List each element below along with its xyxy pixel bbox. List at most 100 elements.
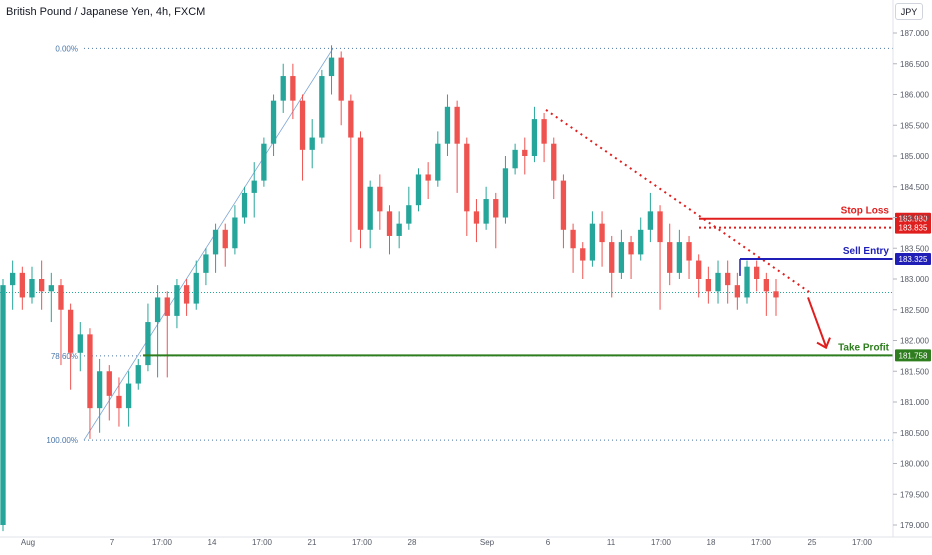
candle-body	[0, 285, 6, 525]
level-name-stop: Stop Loss	[841, 206, 890, 217]
candle-body	[106, 371, 112, 396]
candle	[705, 266, 712, 304]
candle	[10, 260, 16, 310]
candle	[348, 94, 354, 243]
candle	[145, 303, 151, 372]
candle-body	[338, 57, 344, 101]
level-price-label: 183.980	[899, 215, 928, 224]
candle	[464, 137, 470, 236]
candle-body	[377, 186, 383, 212]
candle	[618, 229, 625, 279]
candle	[754, 260, 760, 292]
candle	[174, 279, 180, 329]
candle	[406, 186, 412, 230]
candle	[386, 205, 393, 255]
candle	[444, 94, 451, 156]
y-tick-label: 183.000	[900, 275, 929, 284]
candle	[212, 223, 219, 273]
candle-body	[203, 254, 209, 273]
candle	[270, 94, 277, 156]
fib-level-label: 100.00%	[46, 436, 78, 445]
candle-body	[763, 279, 769, 292]
candle-body	[396, 223, 402, 236]
candle-body	[696, 260, 702, 279]
candle-body	[77, 334, 83, 353]
candle-body	[589, 223, 596, 261]
y-tick-label: 181.000	[900, 398, 929, 407]
candle	[512, 143, 518, 175]
candle	[522, 137, 528, 175]
candle	[135, 358, 141, 390]
candle-body	[367, 186, 373, 230]
candle-body	[29, 279, 35, 298]
candle	[154, 285, 161, 378]
candle-body	[241, 192, 248, 218]
x-tick-label: 14	[208, 538, 217, 547]
candle	[309, 119, 315, 169]
candle-body	[135, 365, 141, 384]
candle-body	[145, 322, 151, 366]
candle	[29, 266, 35, 304]
candle-body	[618, 242, 625, 273]
candle	[232, 205, 238, 255]
x-tick-label: 17:00	[852, 538, 873, 547]
candle-body	[493, 199, 499, 218]
candle-body	[522, 149, 528, 156]
candle	[299, 94, 306, 181]
candle	[763, 272, 769, 316]
candle	[338, 51, 344, 126]
candle-body	[580, 248, 586, 261]
x-tick-label: 6	[546, 538, 551, 547]
y-tick-label: 184.000	[900, 214, 929, 223]
level-price-badge	[895, 349, 931, 362]
candle-body	[773, 291, 779, 298]
candle	[551, 137, 557, 200]
candle	[647, 192, 654, 243]
candle	[425, 162, 431, 200]
candle-body	[87, 334, 93, 409]
candle	[377, 174, 383, 230]
candle	[696, 254, 702, 298]
candle-body	[174, 285, 180, 316]
candle-body	[744, 266, 750, 298]
candle-body	[551, 143, 557, 181]
candle-body	[444, 106, 451, 144]
x-tick-label: 17:00	[152, 538, 173, 547]
candle-body	[657, 211, 663, 243]
candle-body	[357, 137, 364, 230]
candle	[473, 199, 480, 243]
y-tick-label: 183.500	[900, 244, 929, 253]
candle	[222, 223, 228, 267]
y-tick-label: 179.000	[900, 521, 929, 530]
candle-body	[299, 100, 306, 150]
candle	[657, 205, 663, 310]
candle	[48, 272, 54, 323]
candle-body	[154, 297, 161, 323]
candle	[541, 112, 547, 163]
candle-body	[406, 205, 412, 224]
x-tick-label: 21	[308, 538, 317, 547]
fib-level-label: 0.00%	[55, 44, 78, 53]
fib-level-label: 78.60%	[51, 352, 78, 361]
x-tick-label: 18	[707, 538, 716, 547]
candle-body	[754, 266, 760, 279]
candle-body	[328, 57, 335, 77]
level-price-label: 183.835	[899, 224, 928, 233]
reference-lines: 0.00% 78.60% 100.00%	[0, 44, 893, 445]
candle	[290, 63, 296, 120]
candle-body	[638, 229, 644, 255]
candle	[483, 186, 489, 230]
y-tick-label: 185.000	[900, 152, 929, 161]
currency-button[interactable]: JPY	[895, 3, 923, 20]
candle-body	[309, 137, 315, 150]
candle	[580, 242, 586, 279]
candle	[773, 279, 779, 316]
y-tick-label: 185.500	[900, 121, 929, 130]
candle-body	[570, 229, 576, 249]
projection-arrow-shaft	[807, 297, 827, 347]
candle-body	[464, 143, 470, 212]
candle-body	[348, 100, 354, 138]
